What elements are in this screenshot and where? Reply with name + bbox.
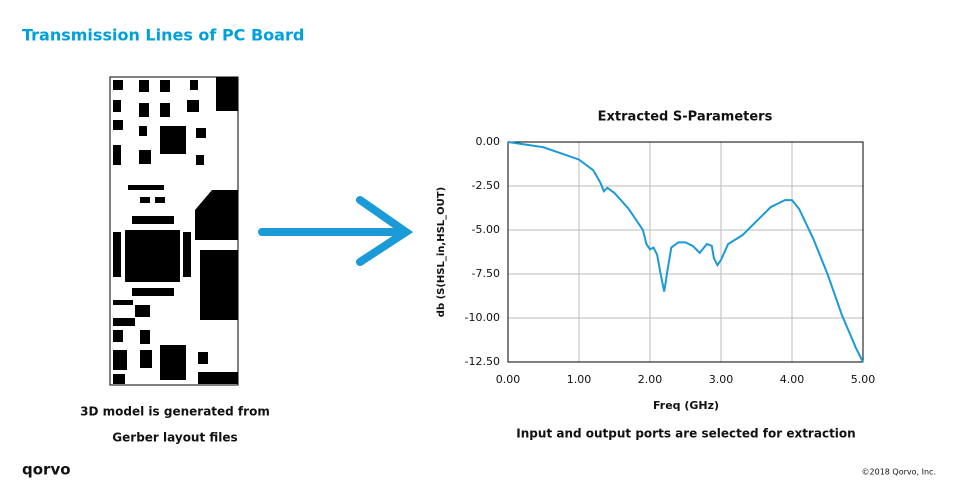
x-tick-label: 2.00 (638, 373, 663, 386)
logo: qorvo (22, 461, 71, 479)
arrow (258, 196, 414, 266)
data-line (507, 141, 864, 363)
x-tick-label: 4.00 (780, 373, 805, 386)
y-tick-label: -2.50 (472, 179, 500, 192)
y-tick-label: 0.00 (476, 135, 501, 148)
x-axis-label: Freq (GHz) (653, 399, 719, 412)
x-tick-label: 3.00 (709, 373, 734, 386)
slide-title: Transmission Lines of PC Board (22, 26, 304, 45)
x-tick-label: 5.00 (851, 373, 876, 386)
y-tick-label: -5.00 (472, 223, 500, 236)
pcb-image (109, 76, 239, 386)
copyright: ©2018 Qorvo, Inc. (862, 468, 936, 477)
plot-frame (507, 141, 864, 363)
chart-title: Extracted S-Parameters (598, 110, 773, 125)
caption-line: Gerber layout files (112, 431, 237, 445)
x-tick-label: 1.00 (567, 373, 592, 386)
y-tick-label: -10.00 (465, 311, 500, 324)
caption-line: 3D model is generated from (80, 405, 270, 419)
y-tick-label: -12.50 (465, 355, 500, 368)
plot: 0.00 -2.50 -5.00 -7.50 -10.00 -12.50 0.00 1.00 2… (465, 135, 876, 386)
y-axis-label: db (S(HSL_in,HSL_OUT) (436, 187, 447, 317)
caption: Input and output ports are selected for … (516, 427, 855, 441)
y-tick-label: -7.50 (472, 267, 500, 280)
x-tick-label: 0.00 (496, 373, 521, 386)
